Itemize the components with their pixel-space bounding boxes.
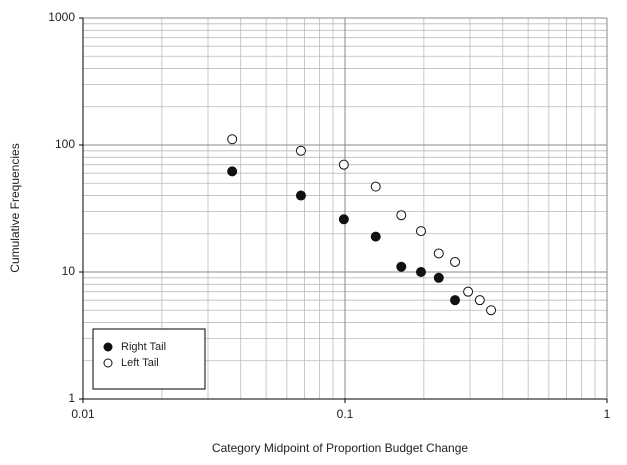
point	[396, 261, 407, 272]
y-tick-label: 10	[62, 264, 76, 278]
point	[396, 210, 407, 221]
point	[415, 226, 426, 237]
point	[463, 286, 474, 297]
point	[370, 231, 381, 242]
point	[370, 181, 381, 192]
point	[450, 295, 461, 306]
x-tick-label: 0.1	[337, 407, 354, 421]
x-tick-label: 1	[604, 407, 611, 421]
point	[450, 256, 461, 267]
point	[227, 134, 238, 145]
y-axis-label: Cumulative Frequencies	[8, 143, 22, 272]
point	[338, 214, 349, 225]
point	[433, 248, 444, 259]
point	[295, 145, 306, 156]
legend-label: Left Tail	[121, 357, 159, 369]
legend-marker	[103, 358, 113, 368]
legend-marker	[103, 342, 113, 352]
point	[433, 272, 444, 283]
legend-label: Right Tail	[121, 341, 166, 353]
point	[227, 166, 238, 177]
point	[486, 305, 497, 316]
y-tick-label: 1	[68, 391, 75, 405]
x-axis-label: Category Midpoint of Proportion Budget C…	[212, 441, 468, 455]
point	[338, 159, 349, 170]
legend-box	[92, 328, 206, 390]
point	[415, 267, 426, 277]
y-tick-label: 1000	[48, 10, 75, 24]
y-tick-label: 100	[55, 137, 75, 151]
point	[474, 295, 485, 306]
point	[295, 190, 306, 201]
x-tick-label: 0.01	[71, 407, 95, 421]
